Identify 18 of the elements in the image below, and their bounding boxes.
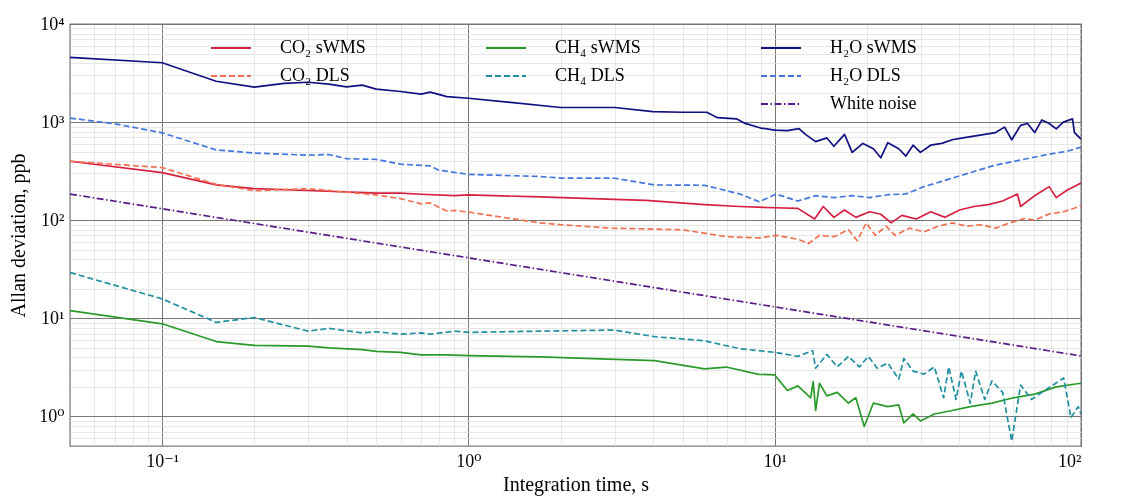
y-tick-label: 10⁰	[39, 405, 65, 426]
x-tick-label: 10²	[1058, 450, 1082, 471]
legend-label: White noise	[830, 93, 917, 113]
y-axis-title: Allan deviation, ppb	[7, 153, 31, 318]
y-tick-label: 10¹	[41, 307, 65, 328]
y-tick-label: 10²	[41, 209, 65, 230]
y-tick-label: 10⁴	[40, 13, 65, 34]
y-tick-label: 10³	[41, 111, 66, 132]
legend-label: CH₄ sWMS	[555, 37, 641, 57]
x-tick-label: 10¹	[763, 450, 787, 471]
legend-label: CO₂ sWMS	[280, 37, 366, 57]
legend-label: H₂O sWMS	[830, 37, 917, 57]
legend-label: CH₄ DLS	[555, 65, 625, 85]
legend-label: H₂O DLS	[830, 65, 901, 85]
legend-label: CO₂ DLS	[280, 65, 350, 85]
x-axis-title: Integration time, s	[502, 472, 650, 496]
x-tick-label: 10⁰	[456, 450, 482, 471]
x-tick-label: 10⁻¹	[146, 450, 180, 471]
